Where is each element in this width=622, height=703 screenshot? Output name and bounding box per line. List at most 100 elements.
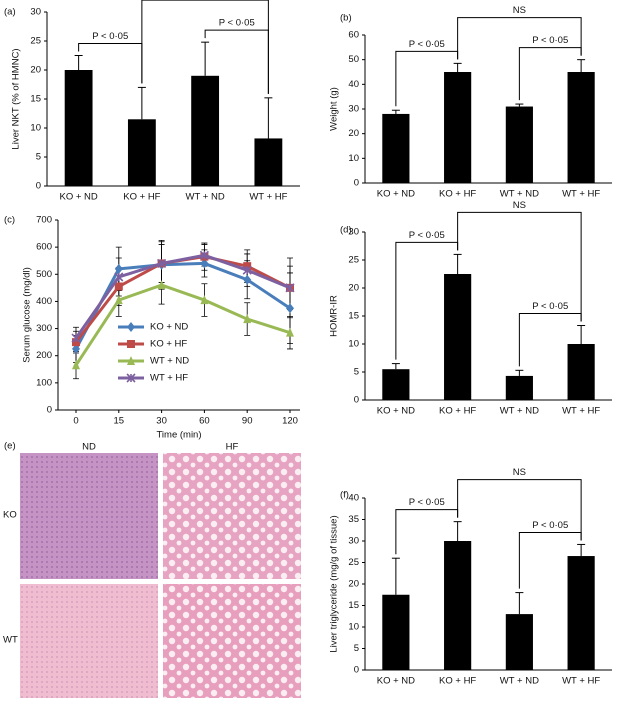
bar [382,594,410,670]
bar [567,344,595,400]
bar [505,614,533,670]
marker [71,333,81,343]
bar [444,72,472,183]
y-tick-label: 30 [348,104,359,115]
y-tick-label: 600 [36,242,52,253]
significance-label: P < 0·05 [219,18,255,29]
x-tick-label: WT + HF [562,676,600,687]
bar [567,556,595,670]
x-tick-label: 15 [114,416,125,427]
marker [114,282,123,291]
panel-label: (d) [340,225,352,236]
y-tick-label: 20 [348,283,359,294]
line [74,261,291,350]
marker [72,360,80,370]
bar [505,106,533,183]
y-axis-label: Weight (g) [329,87,340,131]
y-tick-label: 60 [348,30,359,41]
y-tick-label: 15 [348,311,359,322]
marker [243,274,252,285]
x-tick-label: KO + HF [439,406,476,417]
bar [64,70,93,186]
y-tick-label: 0 [354,395,359,406]
x-tick-label: KO + ND [377,406,415,417]
x-tick-label: 120 [282,416,298,427]
y-tick-label: 20 [348,128,359,139]
bar [127,119,156,186]
x-tick-label: WT + HF [562,406,600,417]
histology-texture [20,453,158,579]
significance-label: NS [513,200,526,211]
significance-bracket [457,17,582,60]
y-tick-label: 15 [348,600,359,611]
y-tick-label: 10 [348,339,359,350]
marker [127,356,135,365]
marker [114,295,123,305]
y-tick-label: 35 [348,514,359,525]
histology-texture [163,584,301,698]
panel-label: (e) [4,441,16,452]
image-panel: (e) ND HF KO WT [3,441,301,698]
y-tick-label: 5 [354,643,359,654]
y-tick-label: 40 [348,79,359,90]
significance-label: NS [513,467,526,478]
histology-texture [20,584,158,698]
x-tick-label: WT + ND [186,192,225,203]
significance-label: P < 0·05 [409,497,445,508]
x-tick-label: KO + ND [377,189,415,200]
bar [444,274,472,400]
marker [200,258,209,269]
bar [444,541,472,670]
x-tick-label: WT + HF [562,189,600,200]
y-tick-label: 30 [348,227,359,238]
y-tick-label: 300 [36,323,52,334]
y-tick-label: 25 [348,255,359,266]
y-tick-label: 20 [348,579,359,590]
x-tick-label: 90 [242,416,253,427]
y-axis-label: Liver NKT (% of HMNC) [11,48,22,149]
marker [200,295,209,305]
x-tick-label: 0 [73,416,78,427]
marker [243,262,252,271]
histology-texture [163,453,301,579]
significance-label: P < 0·05 [409,230,445,241]
bar [382,369,410,400]
y-axis-label: Liver triglyceride (mg/g of tissue) [329,515,340,652]
significance-bracket [457,479,582,541]
marker [285,283,295,293]
marker [199,250,209,260]
marker [72,343,80,354]
significance-label: P < 0·05 [92,31,128,42]
significance-bracket [204,29,269,94]
x-tick-label: KO + ND [59,192,97,203]
legend-label: WT + ND [150,356,189,367]
marker [127,322,135,332]
y-tick-label: 25 [30,36,41,47]
x-tick-label: KO + HF [439,676,476,687]
line [74,253,291,339]
y-tick-label: 5 [36,152,41,163]
y-tick-label: 0 [354,665,359,676]
y-tick-label: 0 [47,405,52,416]
marker [242,265,252,275]
bar [567,72,595,183]
y-tick-label: 200 [36,350,52,361]
y-tick-label: 500 [36,269,52,280]
x-tick-label: WT + ND [500,406,539,417]
marker [243,314,252,324]
y-tick-label: 15 [30,94,41,105]
significance-label: P < 0·05 [532,520,568,531]
y-tick-label: 30 [348,536,359,547]
y-tick-label: 700 [36,215,52,226]
y-tick-label: 30 [30,7,41,18]
marker [114,272,124,282]
x-tick-label: WT + ND [500,676,539,687]
x-tick-label: WT + ND [500,189,539,200]
y-tick-label: 100 [36,377,52,388]
x-tick-label: WT + HF [249,192,287,203]
x-tick-label: KO + HF [123,192,160,203]
marker [114,263,123,274]
marker [126,373,136,383]
y-tick-label: 400 [36,296,52,307]
